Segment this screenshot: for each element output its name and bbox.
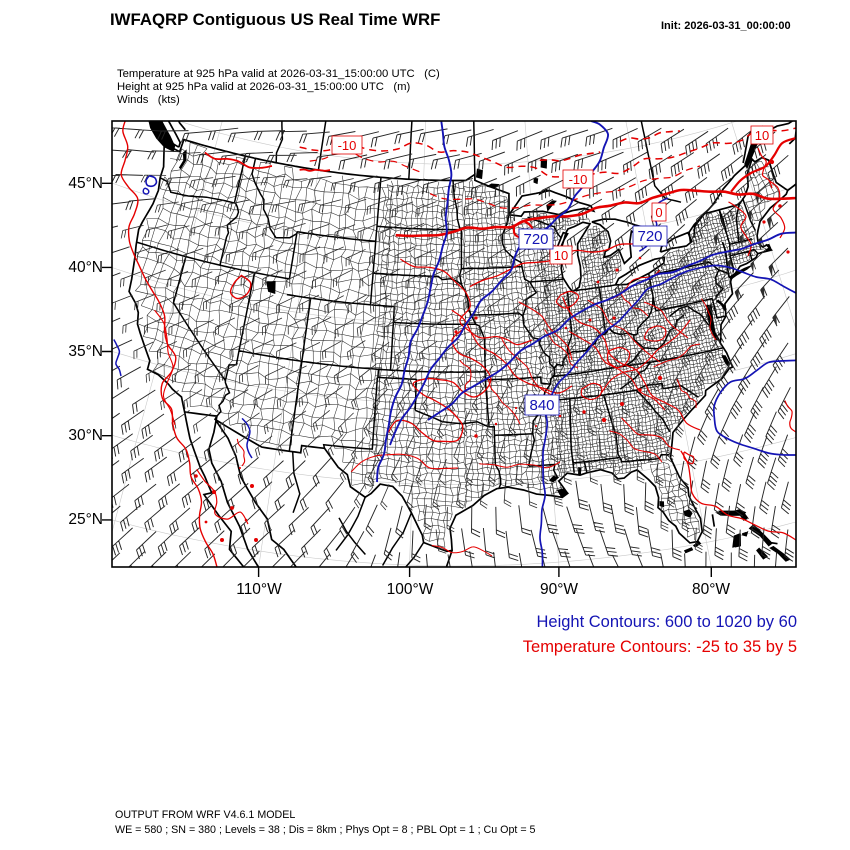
svg-text:720: 720 — [523, 231, 548, 248]
svg-text:840: 840 — [529, 397, 554, 414]
svg-text:10: 10 — [554, 248, 568, 263]
svg-text:10: 10 — [755, 128, 769, 143]
svg-text:0: 0 — [655, 205, 662, 220]
svg-text:720: 720 — [637, 228, 662, 245]
svg-text:-10: -10 — [569, 172, 588, 187]
svg-text:-10: -10 — [338, 138, 357, 153]
